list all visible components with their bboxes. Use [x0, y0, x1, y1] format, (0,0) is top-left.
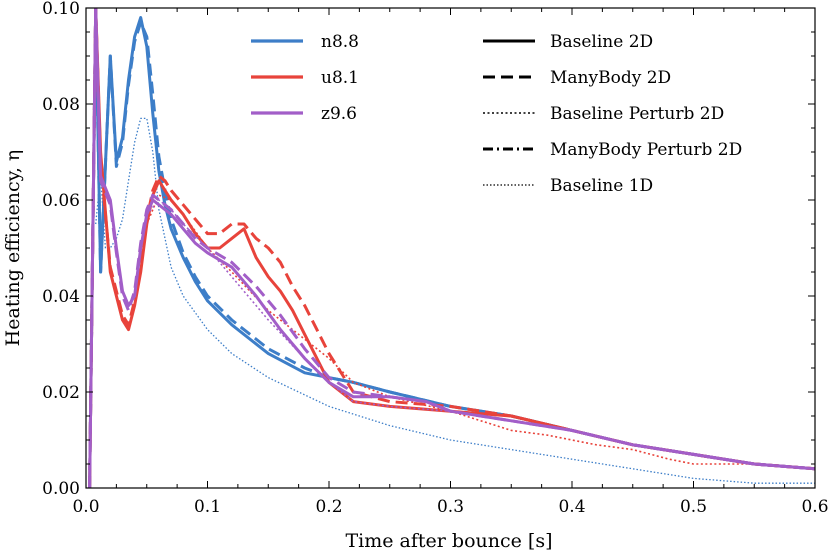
legend-label: ManyBody Perturb 2D	[550, 140, 742, 160]
x-tick-label: 0.0	[72, 497, 99, 517]
x-tick-label: 0.5	[680, 497, 707, 517]
y-tick-label: 0.06	[42, 191, 80, 211]
legend-line-styles: Baseline 2D ManyBody 2D Baseline Perturb 2…	[483, 32, 742, 196]
x-tick-label: 0.2	[315, 497, 342, 517]
series-line-n8-8-thin-dotted	[95, 117, 815, 484]
x-tick-label: 0.4	[558, 497, 585, 517]
y-tick-label: 0.02	[42, 383, 80, 403]
plot-frame	[85, 7, 816, 489]
y-tick-label: 0.10	[42, 0, 80, 19]
legend-label: n8.8	[321, 32, 359, 52]
x-axis-title: Time after bounce [s]	[346, 530, 553, 552]
legend-label: z9.6	[321, 104, 357, 124]
legend-models: n8.8 u8.1 z9.6	[251, 32, 359, 124]
series-line-u8-1-dashed	[88, 8, 815, 488]
series-line-u8-1-solid	[88, 8, 815, 488]
y-axis-title: Heating efficiency, η	[2, 150, 24, 347]
x-tick-label: 0.6	[801, 497, 828, 517]
y-tick-label: 0.04	[42, 287, 80, 307]
plot-lines	[88, 8, 815, 488]
y-tick-labels: 0.00 0.02 0.04 0.06 0.08 0.10	[42, 0, 80, 499]
y-tick-label: 0.08	[42, 95, 80, 115]
series-line-z9-6-dotted	[146, 199, 815, 470]
legend-label: ManyBody 2D	[550, 68, 671, 88]
legend-label: u8.1	[321, 68, 359, 88]
series-line-z9-6-solid	[88, 8, 815, 488]
axis-ticks	[85, 7, 816, 489]
series-line-n8-8-dashed	[88, 8, 815, 488]
y-tick-label: 0.00	[42, 479, 80, 499]
legend-label: Baseline 2D	[550, 32, 653, 52]
x-tick-label: 0.3	[437, 497, 464, 517]
legend-label: Baseline Perturb 2D	[550, 104, 724, 124]
x-tick-labels: 0.0 0.1 0.2 0.3 0.4 0.5 0.6	[72, 497, 828, 517]
series-line-n8-8-solid	[88, 8, 815, 488]
series-line-z9-6-dashed	[88, 8, 815, 488]
legend-label: Baseline 1D	[550, 176, 653, 196]
x-tick-label: 0.1	[194, 497, 221, 517]
